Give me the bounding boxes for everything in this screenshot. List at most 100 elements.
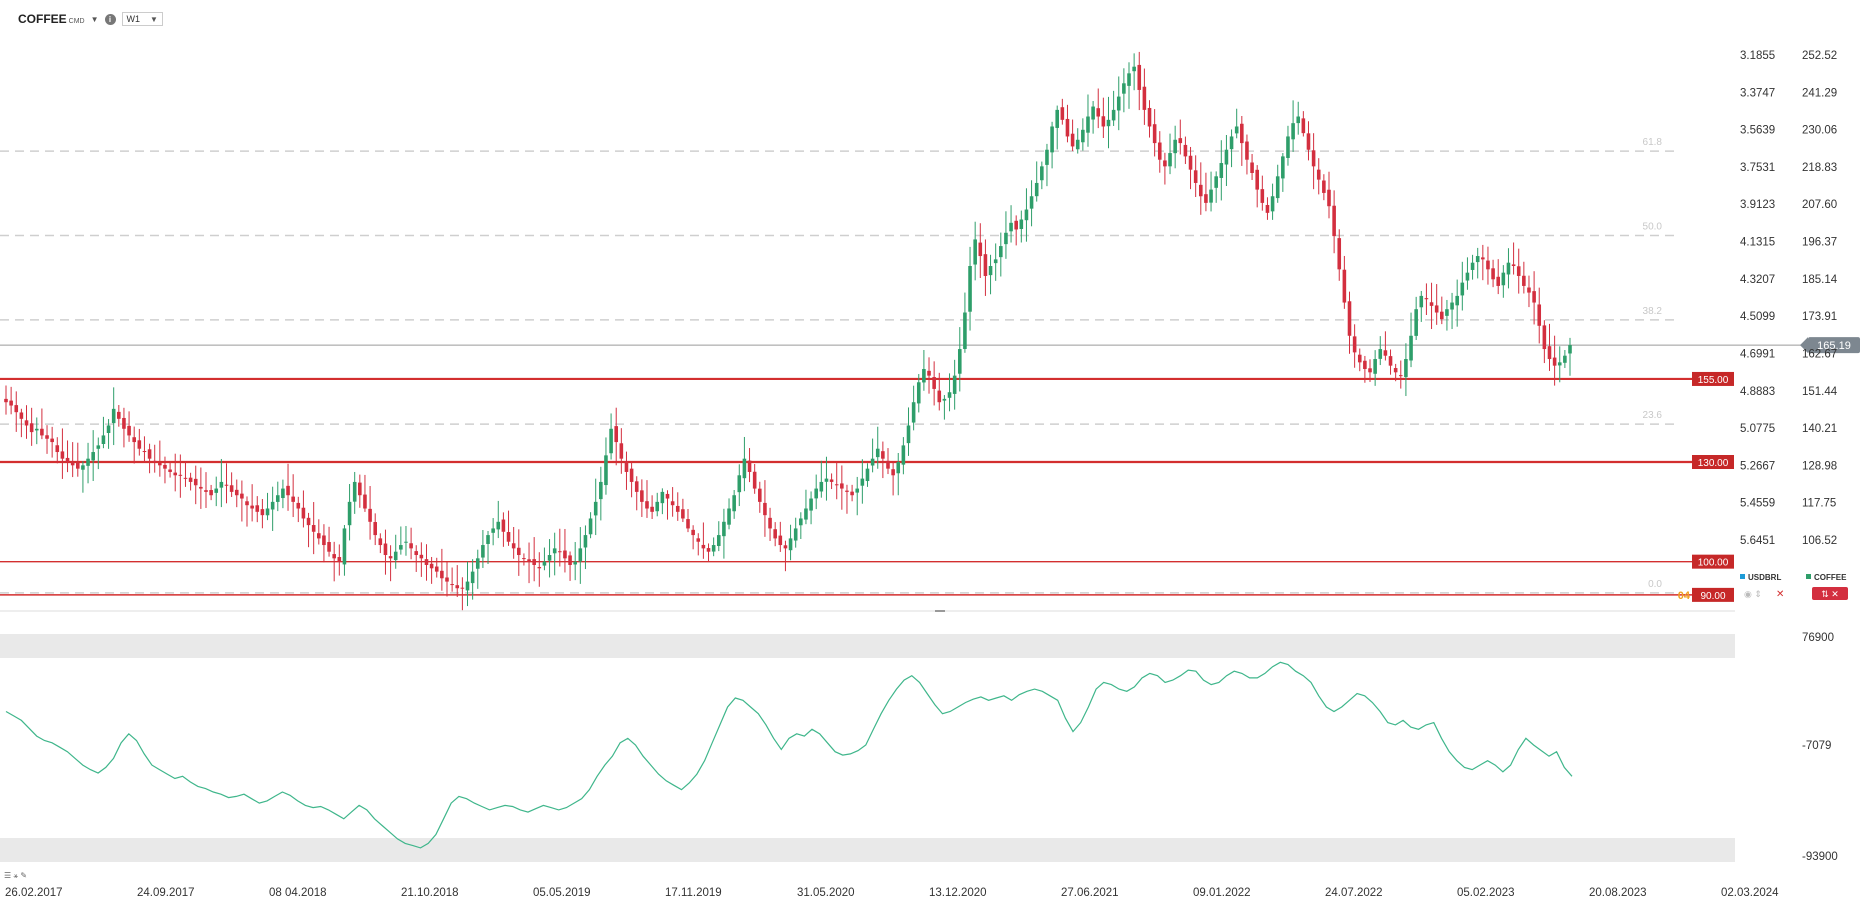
- candle-body: [9, 400, 13, 406]
- candle-body: [891, 469, 895, 476]
- x-axis-tick-label: 17.11.2019: [665, 887, 722, 899]
- candle-body: [1240, 123, 1244, 144]
- candle-body: [1481, 257, 1485, 260]
- candle-body: [1563, 355, 1567, 363]
- candle-body: [245, 501, 249, 506]
- right-axis-tick-label: 173.91: [1802, 311, 1837, 323]
- candle-body: [1568, 345, 1572, 354]
- right-axis-tick-label: 185.14: [1802, 274, 1838, 286]
- price-level-tag: [1692, 455, 1734, 470]
- candle-body: [1275, 176, 1280, 199]
- candle-body: [778, 535, 783, 546]
- candle-body: [968, 266, 972, 312]
- secondary-axis-tick-label: 4.8883: [1740, 386, 1775, 398]
- candle-body: [686, 519, 690, 529]
- candle-body: [1450, 302, 1454, 310]
- candle-body: [1173, 139, 1177, 154]
- candle-body: [552, 548, 557, 554]
- candle-body: [681, 509, 685, 519]
- symbol-dropdown-icon[interactable]: ▼: [90, 14, 99, 24]
- candle-body: [963, 312, 967, 349]
- candle-body: [732, 495, 736, 512]
- x-axis-tick-label: 05.05.2019: [533, 887, 591, 899]
- candle-body: [860, 478, 865, 486]
- candle-body: [1445, 309, 1449, 316]
- candle-body: [29, 423, 34, 433]
- candle-body: [1542, 325, 1547, 350]
- candle-body: [229, 485, 234, 492]
- candle-body: [1255, 169, 1259, 190]
- candle-body: [281, 488, 285, 499]
- candle-body: [1127, 73, 1131, 86]
- candle-body: [193, 478, 198, 486]
- secondary-axis-tick-label: 5.2667: [1740, 460, 1775, 472]
- candle-body: [1270, 196, 1275, 212]
- candle-body: [163, 464, 167, 469]
- candle-body: [1398, 375, 1403, 377]
- candle-body: [1065, 118, 1070, 137]
- candle-body: [783, 545, 788, 549]
- candle-body: [537, 567, 542, 569]
- candle-body: [1004, 232, 1008, 245]
- candle-body: [1142, 86, 1147, 110]
- candle-body: [14, 405, 19, 413]
- chart-settings-icons[interactable]: ☰ ⚹ ✎: [4, 871, 28, 880]
- candle-body: [927, 370, 931, 376]
- candle-body: [1157, 142, 1162, 160]
- candle-body: [547, 555, 552, 561]
- candle-body: [609, 428, 613, 454]
- symbol-selector[interactable]: COFFEE CMD: [18, 10, 85, 28]
- candle-body: [1116, 96, 1121, 111]
- candle-body: [1388, 356, 1393, 366]
- candle-body: [983, 254, 988, 276]
- candle-body: [1234, 126, 1239, 134]
- candle-body: [122, 417, 126, 429]
- right-axis-tick-label: 162.67: [1802, 348, 1837, 360]
- candle-body: [619, 443, 624, 459]
- candle-body: [1096, 108, 1101, 117]
- candle-body: [1378, 349, 1383, 359]
- candle-body: [911, 402, 916, 423]
- x-axis-tick-label: 09.01.2022: [1193, 887, 1251, 899]
- info-icon[interactable]: i: [104, 13, 116, 25]
- fibonacci-level-label: 23.6: [1643, 410, 1663, 421]
- candle-body: [1034, 182, 1039, 197]
- candle-body: [506, 532, 511, 542]
- candle-body: [1070, 133, 1075, 147]
- candle-body: [1414, 309, 1418, 336]
- candle-body: [516, 547, 521, 556]
- candle-body: [696, 538, 701, 542]
- right-axis-tick-label: 140.21: [1802, 423, 1837, 435]
- candle-body: [1296, 116, 1301, 124]
- candle-body: [1306, 133, 1311, 150]
- x-axis-tick-label: 31.05.2020: [797, 887, 855, 899]
- timeframe-selector[interactable]: W1 ▼: [121, 12, 163, 26]
- candle-body: [496, 521, 501, 530]
- candle-body: [1050, 126, 1054, 153]
- candle-body: [173, 472, 178, 476]
- candle-body: [199, 486, 203, 489]
- x-axis-tick-label: 20.08.2023: [1589, 887, 1647, 899]
- candle-body: [1265, 204, 1270, 213]
- legend-controls-icons: ⇅ ✕: [1821, 589, 1839, 599]
- candle-body: [1101, 116, 1106, 127]
- candle-body: [70, 462, 75, 466]
- candle-body: [1322, 180, 1326, 193]
- candle-body: [865, 468, 870, 482]
- candle-body: [568, 555, 572, 565]
- legend-marker: [1806, 574, 1811, 579]
- candle-body: [742, 458, 747, 479]
- candle-body: [722, 521, 726, 537]
- candle-body: [737, 475, 742, 493]
- candle-body: [1224, 149, 1229, 165]
- candle-body: [1291, 123, 1295, 140]
- candle-body: [60, 451, 65, 459]
- candle-body: [952, 375, 957, 394]
- candle-body: [711, 545, 716, 552]
- candle-body: [1465, 272, 1470, 281]
- secondary-axis-tick-label: 3.1855: [1740, 50, 1775, 62]
- candle-body: [1516, 266, 1521, 276]
- candle-body: [1347, 301, 1352, 336]
- candle-body: [1086, 116, 1090, 133]
